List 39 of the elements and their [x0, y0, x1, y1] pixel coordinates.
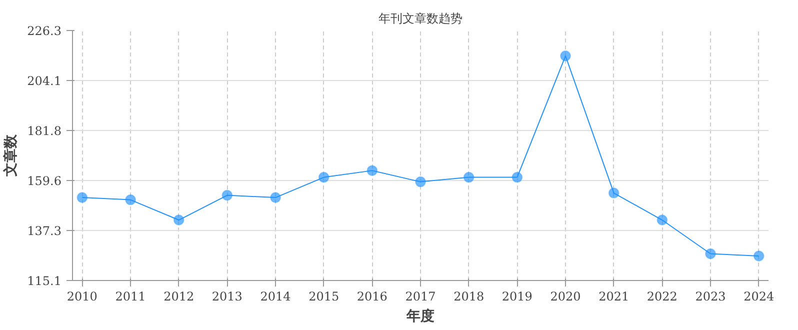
point: [125, 194, 136, 206]
y-tick-label: 115.1: [27, 274, 62, 288]
x-tick-label: 2023: [695, 290, 726, 304]
y-tick-label: 137.3: [27, 224, 62, 238]
point: [512, 172, 523, 183]
y-tick-label: 226.3: [27, 24, 62, 38]
x-axis-title: 年度: [406, 308, 434, 324]
y-axis-title: 文章数: [2, 134, 20, 178]
point: [753, 250, 764, 262]
x-tick-label: 2018: [454, 290, 484, 304]
x-tick-label: 2022: [646, 290, 678, 304]
x-tick-label: 2010: [66, 290, 98, 304]
x-tick-label: 2011: [115, 290, 146, 304]
x-tick-label: 2013: [212, 290, 242, 304]
point: [366, 165, 378, 176]
y-tick-label: 159.6: [27, 174, 62, 188]
x-tick-label: 2016: [356, 290, 388, 304]
x-tick-label: 2021: [598, 290, 630, 304]
y-tick-label: 204.1: [27, 74, 62, 88]
point: [656, 214, 668, 226]
chart-title: 年刊文章数趋势: [378, 12, 462, 26]
point: [560, 50, 571, 62]
point: [270, 192, 281, 204]
point: [415, 176, 426, 188]
x-tick-label: 2014: [260, 290, 292, 304]
point: [463, 172, 474, 183]
point: [705, 248, 716, 260]
x-tick-label: 2024: [744, 290, 774, 304]
point: [318, 172, 330, 183]
point: [173, 214, 184, 226]
x-tick-label: 2019: [502, 290, 532, 304]
point: [222, 190, 233, 201]
point: [608, 188, 620, 199]
x-tick-label: 2012: [164, 290, 194, 304]
point: [76, 192, 88, 204]
x-tick-label: 2017: [405, 290, 436, 304]
x-tick-label: 2015: [308, 290, 340, 304]
y-tick-label: 181.8: [27, 124, 62, 138]
x-tick-label: 2020: [550, 290, 581, 304]
